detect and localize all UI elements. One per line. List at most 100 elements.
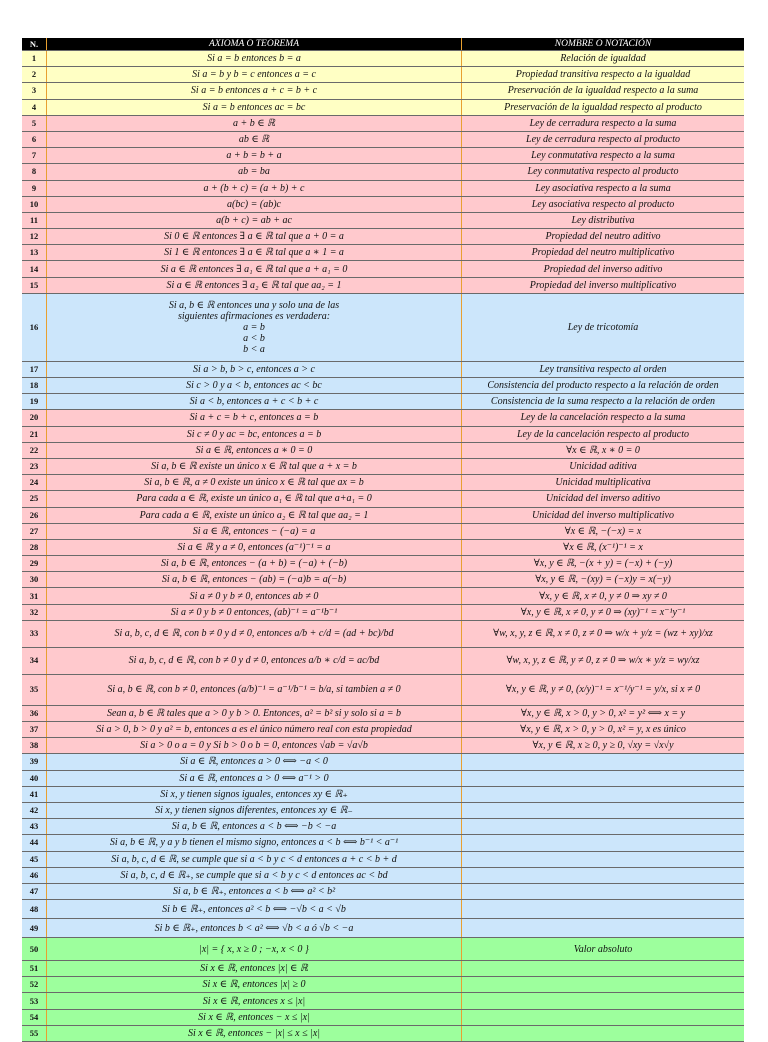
table-row: 47 Si a, b ∈ ℝ₊, entonces a < b ⟺ a² < b² — [22, 883, 744, 901]
property-name: ∀x ∈ ℝ, −(−x) = x — [461, 523, 744, 540]
axiom-text: Si a + c = b + c, entonces a = b — [46, 409, 462, 427]
row-number: 37 — [22, 721, 47, 739]
axiom-text: Si a ∈ ℝ, entonces a > 0 ⟺ a⁻¹ > 0 — [46, 770, 462, 787]
table-row: 38 Si a > 0 o a = 0 y Si b > 0 o b = 0, e… — [22, 737, 744, 755]
row-number: 43 — [22, 818, 47, 836]
table-row: 54 Si x ∈ ℝ, entonces − x ≤ |x| — [22, 1009, 744, 1026]
table-row: 34 Si a, b, c, d ∈ ℝ, con b ≠ 0 y d ≠ 0, … — [22, 647, 744, 675]
axiom-text: a(bc) = (ab)c — [46, 196, 462, 213]
property-name — [461, 1009, 744, 1026]
property-name: ∀x, y ∈ ℝ, −(x + y) = (−x) + (−y) — [461, 555, 744, 573]
row-number: 3 — [22, 82, 47, 100]
axiom-text: Si b ∈ ℝ₊, entonces b < a² ⟺ √b < a ó √b… — [46, 918, 462, 939]
axiom-text: Si a = b entonces b = a — [46, 50, 462, 68]
table-row: 49 Si b ∈ ℝ₊, entonces b < a² ⟺ √b < a ó … — [22, 918, 744, 939]
axiom-text: Si a, b, c, d ∈ ℝ, con b ≠ 0 y d ≠ 0, en… — [46, 620, 462, 648]
table-row: 42 Si x, y tienen signos diferentes, ento… — [22, 802, 744, 820]
axiom-text: Si a, b ∈ ℝ, y a y b tienen el mismo sig… — [46, 834, 462, 852]
property-name: Ley de la cancelación respecto al produc… — [461, 426, 744, 443]
property-name: Ley de tricotomía — [461, 293, 744, 362]
axiom-text: Si a < b, entonces a + c < b + c — [46, 393, 462, 411]
property-name: Propiedad del neutro aditivo — [461, 228, 744, 246]
property-name — [461, 992, 744, 1010]
row-number: 51 — [22, 960, 47, 978]
property-name: ∀x, y ∈ ℝ, x > 0, y > 0, x² = y² ⟺ x = y — [461, 705, 744, 723]
axiom-text: ab = ba — [46, 163, 462, 181]
table-row: 35 Si a, b ∈ ℝ, con b ≠ 0, entonces (a/b)… — [22, 674, 744, 706]
row-number: 20 — [22, 409, 47, 427]
row-number: 48 — [22, 899, 47, 920]
table-row: 51 Si x ∈ ℝ, entonces |x| ∈ ℝ — [22, 960, 744, 978]
table-row: 40 Si a ∈ ℝ, entonces a > 0 ⟺ a⁻¹ > 0 — [22, 770, 744, 787]
table-row: 28 Si a ∈ ℝ y a ≠ 0, entonces (a⁻¹)⁻¹ = a… — [22, 539, 744, 557]
row-number: 8 — [22, 163, 47, 181]
row-number: 55 — [22, 1025, 47, 1042]
axiom-text: Si x ∈ ℝ, entonces x ≤ |x| — [46, 992, 462, 1010]
axiom-text: Si a ≠ 0 y b ≠ 0 entonces, (ab)⁻¹ = a⁻¹b… — [46, 604, 462, 621]
table-row: 13 Si 1 ∈ ℝ entonces ∃ a ∈ ℝ tal que a ∗ … — [22, 244, 744, 262]
row-number: 7 — [22, 147, 47, 165]
row-number: 12 — [22, 228, 47, 246]
axiom-text: Si x ∈ ℝ, entonces − |x| ≤ x ≤ |x| — [46, 1025, 462, 1042]
table-row: 19 Si a < b, entonces a + c < b + c Consis… — [22, 393, 744, 411]
property-name: Ley distributiva — [461, 212, 744, 230]
header-axiom: AXIOMA O TEOREMA — [46, 38, 462, 51]
row-number: 35 — [22, 674, 47, 706]
row-number: 25 — [22, 490, 47, 508]
property-name: Ley de cerradura respecto al producto — [461, 131, 744, 149]
axiom-text: Si a ∈ ℝ, entonces − (−a) = a — [46, 523, 462, 540]
axiom-text: Si c > 0 y a < b, entonces ac < bc — [46, 377, 462, 395]
axiom-text: Sean a, b ∈ ℝ tales que a > 0 y b > 0. E… — [46, 705, 462, 723]
table-row: 23 Si a, b ∈ ℝ existe un único x ∈ ℝ tal … — [22, 458, 744, 476]
row-number: 13 — [22, 244, 47, 262]
row-number: 50 — [22, 937, 47, 962]
property-name: Ley conmutativa respecto al producto — [461, 163, 744, 181]
row-number: 54 — [22, 1009, 47, 1026]
table-row: 14 Si a ∈ ℝ entonces ∃ a₁ ∈ ℝ tal que a +… — [22, 260, 744, 278]
row-number: 34 — [22, 647, 47, 675]
property-name: ∀x ∈ ℝ, (x⁻¹)⁻¹ = x — [461, 539, 744, 557]
axiom-text: Si a ≠ 0 y b ≠ 0, entonces ab ≠ 0 — [46, 587, 462, 605]
row-number: 4 — [22, 99, 47, 116]
row-number: 41 — [22, 786, 47, 803]
row-number: 42 — [22, 802, 47, 820]
property-name: Preservación de la igualdad respecto al … — [461, 99, 744, 116]
property-name: ∀x, y ∈ ℝ, −(xy) = (−x)y = x(−y) — [461, 571, 744, 589]
table-row: 17 Si a > b, b > c, entonces a > c Ley tra… — [22, 361, 744, 379]
table-row: 4 Si a = b entonces ac = bc Preservación d… — [22, 99, 744, 116]
row-number: 15 — [22, 277, 47, 294]
table-row: 21 Si c ≠ 0 y ac = bc, entonces a = b Ley … — [22, 426, 744, 443]
table-row: 41 Si x, y tienen signos iguales, entonce… — [22, 786, 744, 803]
table-row: 46 Si a, b, c, d ∈ ℝ₊, se cumple que si a… — [22, 867, 744, 884]
axiom-text: Si a, b ∈ ℝ, entonces − (a + b) = (−a) +… — [46, 555, 462, 573]
table-row: 33 Si a, b, c, d ∈ ℝ, con b ≠ 0 y d ≠ 0, … — [22, 620, 744, 648]
property-name — [461, 818, 744, 836]
axiom-text: Si b ∈ ℝ₊, entonces a² < b ⟺ −√b < a < √… — [46, 899, 462, 920]
axiom-text: Si a, b ∈ ℝ, a ≠ 0 existe un único x ∈ ℝ… — [46, 474, 462, 492]
row-number: 14 — [22, 260, 47, 278]
table-row: 16 Si a, b ∈ ℝ entonces una y solo una de… — [22, 293, 744, 362]
property-name: Ley de cerradura respecto a la suma — [461, 115, 744, 132]
axiom-text: Si a = b entonces a + c = b + c — [46, 82, 462, 100]
axiom-text: Si a, b ∈ ℝ entonces una y solo una de l… — [46, 293, 462, 362]
property-name — [461, 802, 744, 820]
property-name: Preservación de la igualdad respecto a l… — [461, 82, 744, 100]
property-name — [461, 1025, 744, 1042]
property-name: Propiedad transitiva respecto a la igual… — [461, 66, 744, 84]
table-row: 32 Si a ≠ 0 y b ≠ 0 entonces, (ab)⁻¹ = a⁻… — [22, 604, 744, 621]
axiom-text: Si a ∈ ℝ, entonces a ∗ 0 = 0 — [46, 442, 462, 459]
axiom-text: Si a, b, c, d ∈ ℝ₊, se cumple que si a <… — [46, 867, 462, 884]
table-row: 6 ab ∈ ℝ Ley de cerradura respecto al prod… — [22, 131, 744, 149]
axiom-text: Si 1 ∈ ℝ entonces ∃ a ∈ ℝ tal que a ∗ 1 … — [46, 244, 462, 262]
property-name — [461, 960, 744, 978]
axiom-text: Si a, b ∈ ℝ, entonces a < b ⟺ −b < −a — [46, 818, 462, 836]
table-header-row: N. AXIOMA O TEOREMA NOMBRE O NOTACIÓN — [22, 38, 744, 51]
row-number: 24 — [22, 474, 47, 492]
row-number: 46 — [22, 867, 47, 884]
axiom-text: Si a, b ∈ ℝ, con b ≠ 0, entonces (a/b)⁻¹… — [46, 674, 462, 706]
property-name: ∀w, x, y, z ∈ ℝ, x ≠ 0, z ≠ 0 ⇒ w/x + y/… — [461, 620, 744, 648]
table-row: 18 Si c > 0 y a < b, entonces ac < bc Cons… — [22, 377, 744, 395]
axiom-text: a + b ∈ ℝ — [46, 115, 462, 132]
axiom-text: Si x ∈ ℝ, entonces |x| ≥ 0 — [46, 976, 462, 994]
